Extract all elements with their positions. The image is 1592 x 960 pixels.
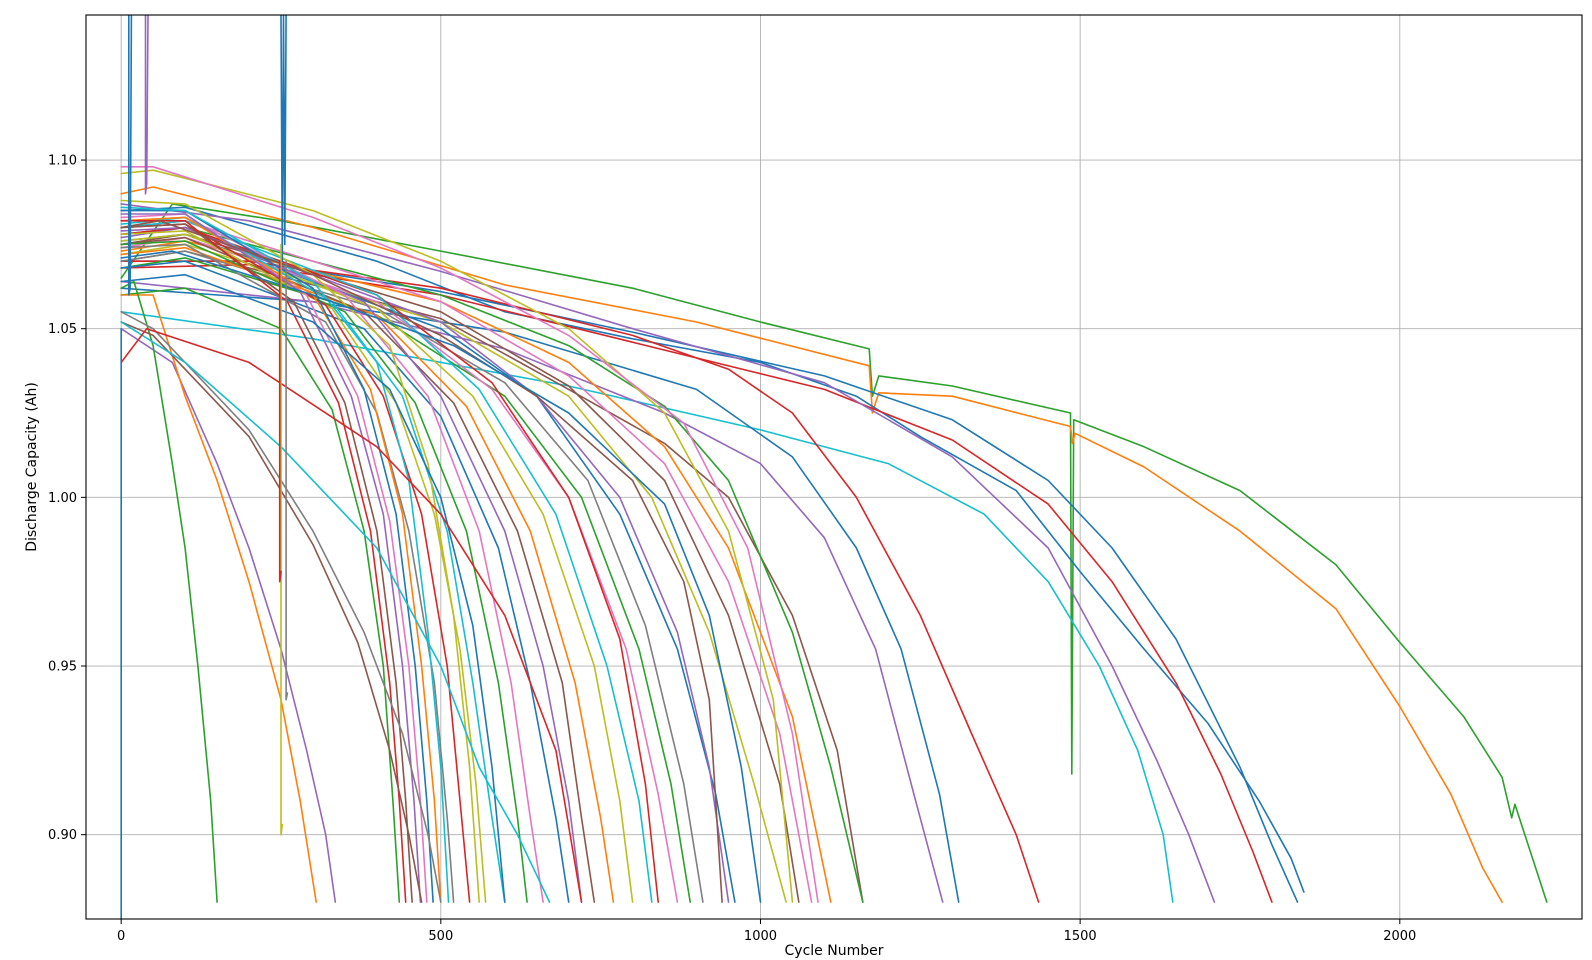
plot-frame xyxy=(85,14,1583,920)
series-line-34 xyxy=(120,243,455,903)
series-line-35 xyxy=(120,216,442,903)
x-tick-label: 1000 xyxy=(744,929,777,944)
series-line-3 xyxy=(120,206,1305,893)
x-tick-label: 0 xyxy=(117,929,125,944)
series-line-1 xyxy=(120,203,1548,903)
x-tick-label: 500 xyxy=(428,929,453,944)
series-line-38 xyxy=(120,213,422,903)
series-line-49 xyxy=(120,321,423,903)
grid-lines xyxy=(86,15,1582,919)
series-line-4 xyxy=(120,260,1299,903)
series-line-29 xyxy=(120,216,544,903)
series-line-15 xyxy=(120,233,800,903)
series-line-39 xyxy=(120,223,413,903)
series-line-26 xyxy=(120,236,596,903)
series-line-42 xyxy=(120,206,450,903)
series-line-60 xyxy=(278,260,282,583)
series-line-25 xyxy=(120,246,615,903)
series-line-5 xyxy=(120,263,1273,903)
x-axis-ticks: 0 500 1000 1500 2000 xyxy=(117,919,1416,944)
series-line-51 xyxy=(120,327,583,903)
series-line-13 xyxy=(120,240,832,903)
series-line-8 xyxy=(120,287,960,903)
series-line-32 xyxy=(120,230,487,903)
series-line-46 xyxy=(120,294,317,903)
series-line-59 xyxy=(280,243,284,836)
series-line-61 xyxy=(285,260,289,701)
series-line-19 xyxy=(120,250,704,903)
series-line-48 xyxy=(120,311,442,903)
series-line-53 xyxy=(120,250,762,903)
y-tick-label: 1.10 xyxy=(48,154,77,169)
series-line-40 xyxy=(120,220,407,903)
series-line-44 xyxy=(120,273,506,903)
series-line-16 xyxy=(120,243,787,903)
y-tick-label: 1.05 xyxy=(48,322,77,337)
x-axis-label: Cycle Number xyxy=(785,943,884,959)
y-tick-label: 0.95 xyxy=(48,660,77,675)
y-tick-label: 0.90 xyxy=(48,828,77,843)
series-line-22 xyxy=(120,226,659,903)
series-lines xyxy=(120,15,1548,919)
series-line-6 xyxy=(120,203,1216,903)
series-line-52 xyxy=(120,220,723,903)
series-line-50 xyxy=(120,321,551,903)
series-line-20 xyxy=(120,257,691,903)
y-tick-label: 1.00 xyxy=(48,491,77,506)
series-line-55 xyxy=(120,166,819,903)
series-line-30 xyxy=(120,240,528,903)
series-line-58 xyxy=(280,15,287,262)
series-line-2 xyxy=(120,186,1503,903)
series-line-10 xyxy=(120,260,1040,903)
y-axis-label: Discharge Capacity (Ah) xyxy=(24,382,40,552)
series-line-56 xyxy=(128,15,133,296)
series-line-41 xyxy=(120,287,401,903)
series-line-14 xyxy=(120,220,813,903)
series-line-28 xyxy=(120,260,570,903)
x-tick-label: 1500 xyxy=(1064,929,1097,944)
y-axis-ticks: 0.90 0.95 1.00 1.05 1.10 xyxy=(48,154,86,843)
series-line-43 xyxy=(120,199,480,903)
series-line-11 xyxy=(120,250,864,903)
series-line-36 xyxy=(120,209,434,903)
x-tick-label: 2000 xyxy=(1383,929,1416,944)
series-line-12 xyxy=(120,226,864,903)
series-line-57 xyxy=(144,15,149,195)
series-line-47 xyxy=(120,280,218,903)
